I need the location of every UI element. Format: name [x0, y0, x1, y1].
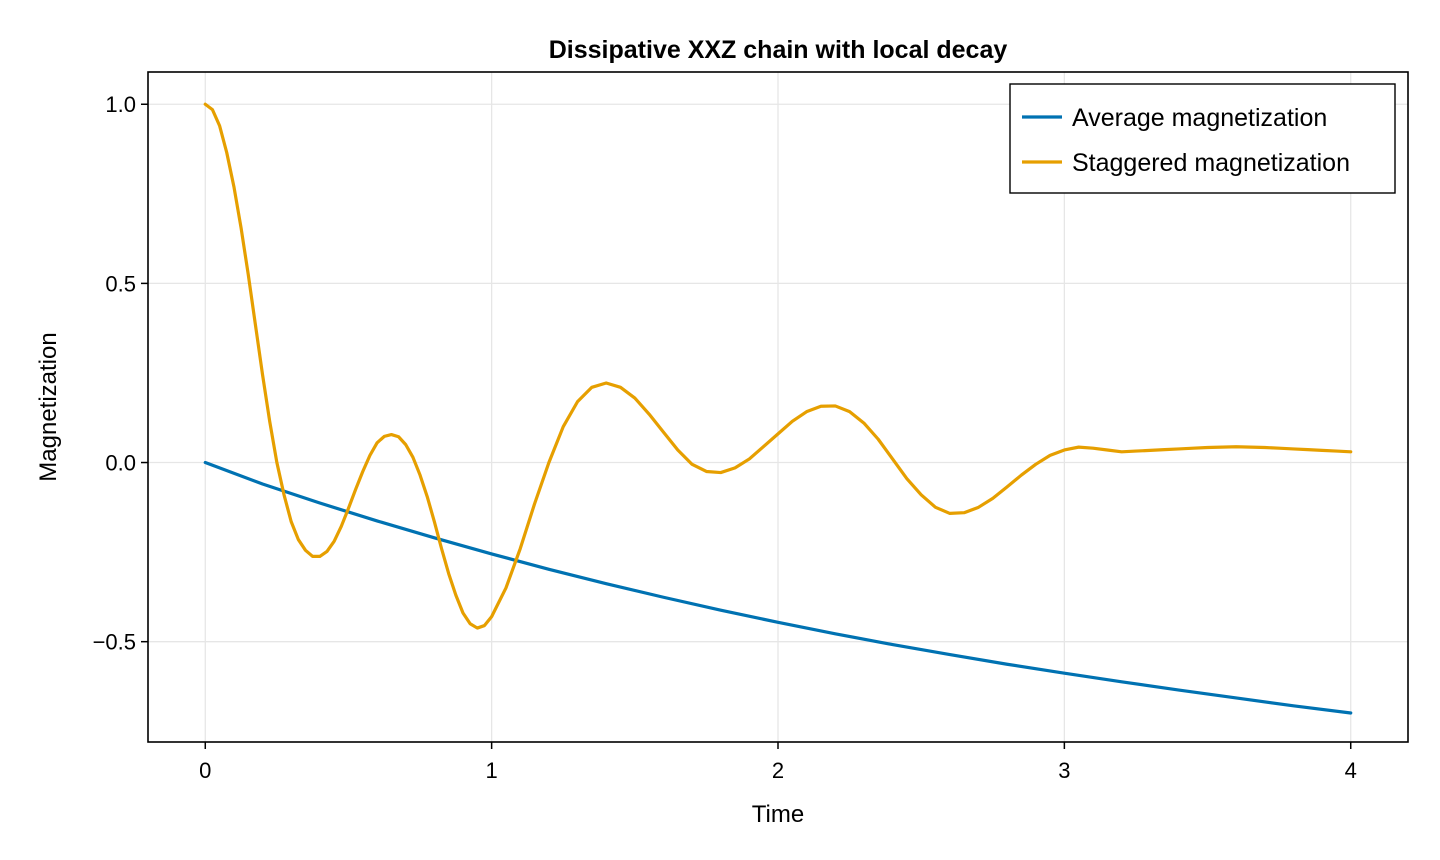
legend-label-staggered: Staggered magnetization [1072, 149, 1350, 177]
x-tick-label: 2 [772, 758, 784, 783]
legend-box [1009, 83, 1396, 194]
y-tick-label: 1.0 [105, 92, 136, 117]
staggered-magnetization-line [203, 102, 1353, 630]
legend: Average magnetization Staggered magnetiz… [1009, 83, 1396, 194]
x-tick-label: 3 [1058, 758, 1070, 783]
chart-title: Dissipative XXZ chain with local decay [549, 36, 1008, 64]
x-tick-label: 1 [486, 758, 498, 783]
axis-ticks: 0 1 2 3 4 −0.5 0.0 0.5 1.0 [93, 92, 1357, 783]
y-axis-label: Magnetization [35, 332, 62, 481]
legend-label-average: Average magnetization [1072, 104, 1327, 132]
y-tick-label: 0.5 [105, 271, 136, 296]
series-lines [203, 102, 1353, 715]
y-tick-label: −0.5 [93, 630, 136, 655]
average-magnetization-line [203, 460, 1353, 715]
y-tick-label: 0.0 [105, 451, 136, 476]
x-tick-label: 4 [1345, 758, 1357, 783]
x-axis-label: Time [752, 801, 804, 828]
x-tick-label: 0 [199, 758, 211, 783]
